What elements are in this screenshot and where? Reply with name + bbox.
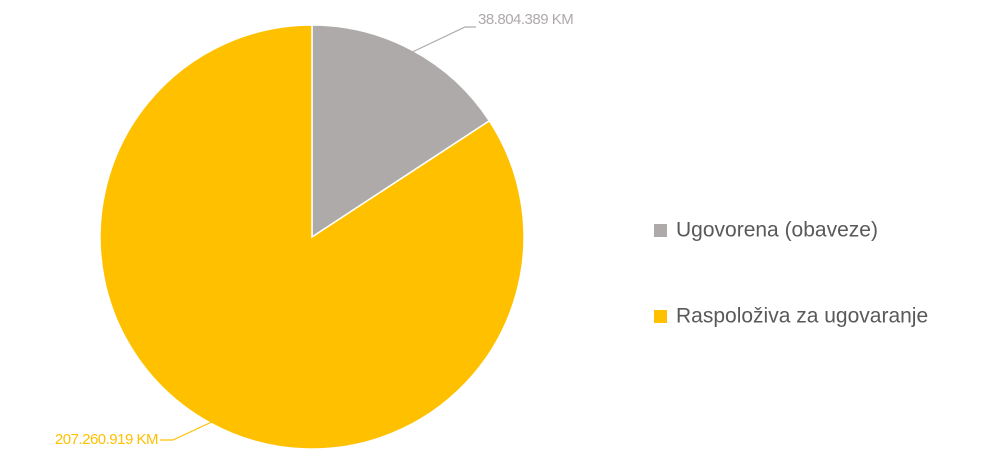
legend-swatch	[654, 224, 667, 237]
data-label: 207.260.919 KM	[55, 431, 158, 448]
legend-label: Raspoloživa za ugovaranje	[676, 305, 928, 328]
pie-slice	[99, 24, 525, 450]
data-label: 38.804.389 KM	[478, 11, 573, 28]
legend-swatch	[654, 310, 667, 323]
leader-line	[160, 421, 213, 441]
legend-label: Ugovorena (obaveze)	[676, 219, 878, 242]
pie-slice	[311, 24, 491, 239]
leader-line	[411, 26, 476, 53]
